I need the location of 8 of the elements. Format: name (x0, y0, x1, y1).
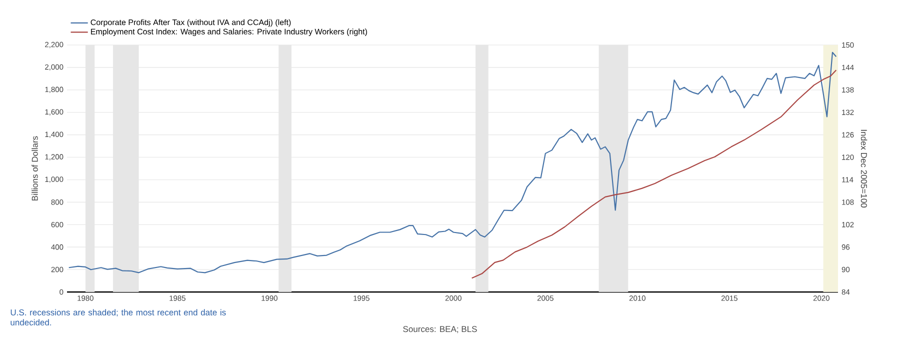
legend-label: Employment Cost Index: Wages and Salaries: Private Industry Workers (right) (91, 28, 367, 36)
line-series (68, 52, 837, 274)
text: U.S. recessions are shaded; the most recent end date is undecided. (10, 309, 226, 326)
y2-axis-title: Index Dec 2005=100 (860, 130, 868, 208)
legend-label: Corporate Profits After Tax (without IVA and CCAdj) (left) (90, 19, 291, 27)
line-series (471, 70, 837, 279)
y-axis-title: Billions of Dollars (32, 136, 38, 200)
source-note: Sources: BEA; BLS (403, 326, 477, 334)
